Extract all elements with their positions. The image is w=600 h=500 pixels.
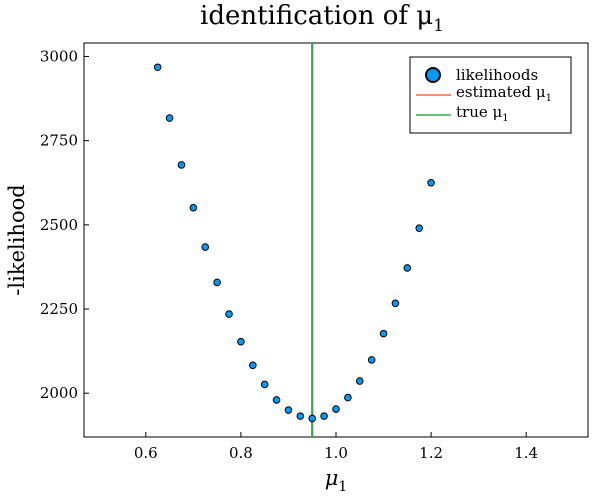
- x-tick-label: 1.0: [324, 444, 348, 462]
- y-tick-label: 2750: [40, 132, 78, 150]
- y-axis-label: -likelihood: [5, 184, 29, 295]
- data-point: [248, 361, 257, 370]
- data-point: [225, 310, 233, 318]
- data-point: [201, 243, 210, 251]
- legend-label-likelihoods: likelihoods: [456, 66, 538, 84]
- data-point: [379, 329, 388, 338]
- data-point: [320, 412, 328, 420]
- legend-label-true: true μ1: [456, 103, 509, 124]
- data-point: [153, 63, 162, 72]
- data-point: [260, 380, 269, 389]
- x-tick-label: 1.2: [419, 444, 443, 462]
- data-point: [391, 299, 400, 308]
- x-axis: 0.6 0.8 1.0 1.2 1.4: [134, 432, 538, 462]
- data-point: [427, 178, 435, 187]
- data-point: [367, 356, 376, 364]
- y-tick-label: 2000: [40, 384, 78, 402]
- data-point: [415, 224, 424, 233]
- scatter-points: [153, 63, 435, 423]
- legend: likelihoods estimated μ1 true μ1: [409, 56, 572, 134]
- data-point: [355, 377, 364, 385]
- data-point: [344, 393, 352, 402]
- y-tick-label: 2500: [40, 216, 78, 234]
- data-point: [296, 412, 305, 420]
- data-point: [272, 396, 281, 404]
- data-point: [332, 405, 340, 413]
- y-tick-label: 2250: [40, 300, 78, 318]
- data-point: [177, 161, 186, 169]
- x-tick-label: 0.6: [134, 444, 158, 462]
- data-point: [403, 264, 412, 272]
- x-tick-label: 0.8: [229, 444, 253, 462]
- chart-title: identification of μ1: [200, 1, 444, 36]
- data-point: [284, 406, 293, 414]
- data-point: [213, 278, 221, 287]
- x-axis-label: μ1: [325, 466, 348, 495]
- data-point: [308, 414, 317, 423]
- data-point: [165, 114, 174, 122]
- legend-marker-likelihoods: [425, 67, 441, 83]
- data-point: [237, 337, 245, 346]
- y-axis: 2000 2250 2500 2750 3000: [40, 47, 89, 402]
- y-tick-label: 3000: [40, 47, 78, 65]
- data-point: [189, 203, 198, 212]
- x-tick-label: 1.4: [514, 444, 538, 462]
- legend-label-estimated: estimated μ1: [456, 83, 552, 104]
